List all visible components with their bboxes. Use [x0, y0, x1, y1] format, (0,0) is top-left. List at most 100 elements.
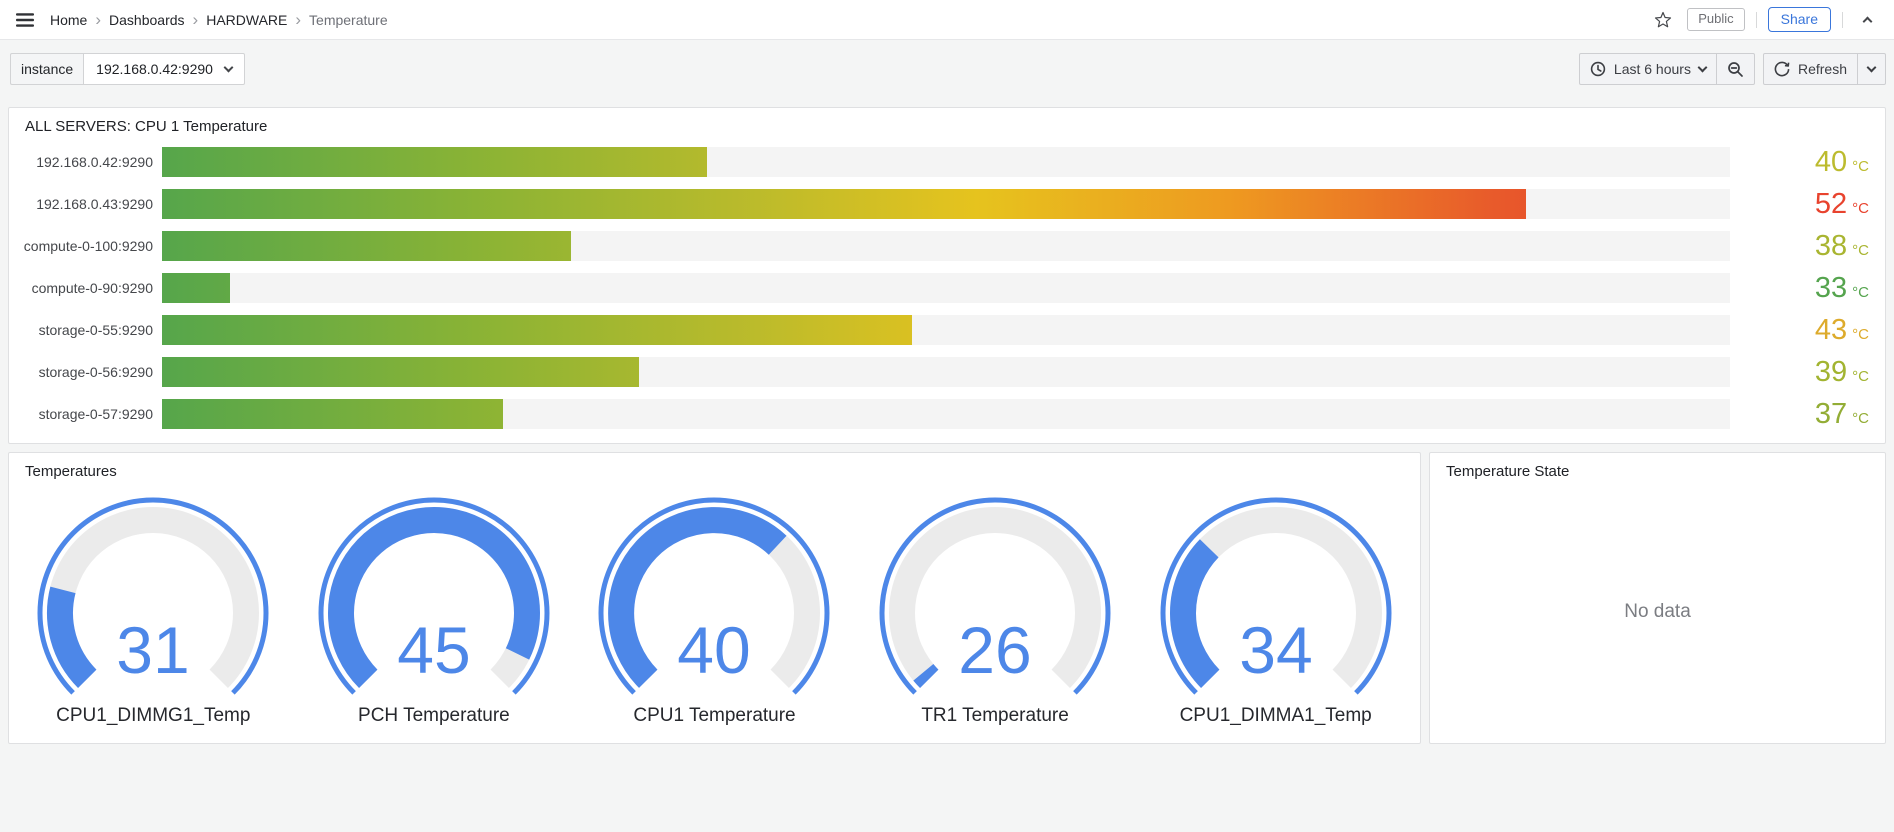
bar-track: [162, 231, 1730, 261]
chevron-up-icon: [1862, 16, 1872, 27]
nav-actions: Public Share: [1650, 7, 1880, 33]
dashboard-grid: ALL SERVERS: CPU 1 Temperature 192.168.0…: [0, 107, 1894, 744]
refresh-label: Refresh: [1797, 61, 1847, 77]
menu-icon[interactable]: [10, 5, 40, 35]
bar-fill: [162, 273, 231, 303]
panel-title[interactable]: ALL SERVERS: CPU 1 Temperature: [25, 118, 268, 135]
gauge-value: 34: [1239, 613, 1312, 687]
bar-row: storage-0-55:9290 43 °C: [17, 315, 1885, 345]
bar-value-unit: °C: [1852, 199, 1869, 217]
panel-header: ALL SERVERS: CPU 1 Temperature: [9, 108, 1885, 136]
instance-variable-dropdown[interactable]: instance 192.168.0.42:9290: [10, 53, 245, 85]
bar-value: 43 °C: [1730, 313, 1885, 346]
refresh-button[interactable]: Refresh: [1764, 54, 1857, 84]
bar-row-label: compute-0-90:9290: [31, 280, 153, 296]
bar-value: 39 °C: [1730, 357, 1885, 387]
bar-track: [162, 147, 1730, 177]
panel-header: Temperatures: [9, 453, 1420, 481]
gauge-value: 40: [678, 613, 751, 687]
variable-value-text: 192.168.0.42:9290: [96, 61, 213, 77]
gauge-row: 31 CPU1_DIMMG1_Temp 45 PCH Temperature 40 CPU…: [9, 481, 1420, 743]
gauge-label: CPU1_DIMMG1_Temp: [56, 705, 251, 726]
gauge-value: 45: [397, 613, 470, 687]
gauge-arc: 45: [318, 497, 550, 695]
bar-value: 37 °C: [1730, 397, 1885, 430]
breadcrumb-item-home[interactable]: Home: [50, 11, 88, 28]
bar-row: storage-0-56:9290 39 °C: [17, 357, 1885, 387]
bar-track: [162, 273, 1730, 303]
refresh-interval-dropdown[interactable]: [1858, 54, 1885, 84]
breadcrumb-item-dashboards[interactable]: Dashboards: [109, 11, 185, 28]
bar-value-unit: °C: [1852, 157, 1869, 175]
bar-value-unit: °C: [1852, 283, 1869, 301]
breadcrumb-separator: ›: [95, 10, 102, 29]
no-data-message: No data: [1624, 601, 1691, 622]
panel-title[interactable]: Temperature State: [1446, 463, 1570, 480]
chevron-down-icon: [1866, 62, 1877, 73]
collapse-topbar-button[interactable]: [1854, 7, 1880, 33]
gauge: 34 CPU1_DIMMA1_Temp: [1135, 497, 1416, 727]
breadcrumb-separator: ›: [192, 10, 199, 29]
bar-fill: [162, 315, 912, 345]
star-button[interactable]: [1650, 7, 1676, 33]
bar-row-label: 192.168.0.42:9290: [36, 154, 153, 170]
star-icon: [1655, 11, 1672, 27]
bar-row: 192.168.0.42:9290 40 °C: [17, 147, 1885, 177]
bar-value: 33 °C: [1730, 273, 1885, 303]
gauge-arc: 40: [598, 497, 830, 695]
public-badge[interactable]: Public: [1687, 8, 1745, 31]
bar-row-label: storage-0-56:9290: [38, 364, 153, 380]
bottom-panel-row: Temperatures 31 CPU1_DIMMG1_Temp 45 PCH Tem…: [8, 452, 1886, 744]
button-divider: [1715, 54, 1717, 84]
gauge: 31 CPU1_DIMMG1_Temp: [13, 497, 294, 727]
bar-value-unit: °C: [1852, 325, 1869, 343]
gauge: 40 CPU1 Temperature: [574, 497, 855, 727]
panel-header: Temperature State: [1430, 453, 1885, 481]
panel-cpu1-temperature: ALL SERVERS: CPU 1 Temperature 192.168.0…: [8, 107, 1886, 444]
breadcrumb-item-temperature: Temperature: [309, 11, 388, 28]
refresh-icon: [1774, 61, 1790, 77]
bar-track: [162, 315, 1730, 345]
panel-temperatures: Temperatures 31 CPU1_DIMMG1_Temp 45 PCH Tem…: [8, 452, 1421, 744]
bar-row-label: compute-0-100:9290: [23, 238, 153, 254]
bar-row-label: storage-0-57:9290: [38, 406, 153, 422]
refresh-controls: Refresh: [1762, 53, 1886, 85]
bar-row: compute-0-90:9290 33 °C: [17, 273, 1885, 303]
bar-value: 40 °C: [1730, 145, 1885, 178]
bar-fill: [162, 147, 708, 177]
bar-track: [162, 399, 1730, 429]
chevron-down-icon: [223, 62, 234, 73]
bar-fill: [162, 189, 1526, 219]
nav-divider: [1755, 11, 1757, 28]
variable-value[interactable]: 192.168.0.42:9290: [83, 53, 245, 85]
variable-label: instance: [10, 53, 84, 85]
dashboard-toolbar: instance 192.168.0.42:9290 Last 6 hours: [0, 40, 1894, 91]
gauge: 26 TR1 Temperature: [855, 497, 1136, 727]
gauge: 45 PCH Temperature: [294, 497, 575, 727]
bar-value-number: 43: [1814, 313, 1848, 346]
bar-track: [162, 357, 1730, 387]
breadcrumb-item-hardware[interactable]: HARDWARE: [206, 11, 288, 28]
bar-value-number: 40: [1814, 145, 1848, 178]
button-divider: [1857, 54, 1858, 84]
breadcrumb: Home › Dashboards › HARDWARE › Temperature: [50, 11, 388, 28]
bar-fill: [162, 399, 503, 429]
gauge-value: 31: [117, 613, 190, 687]
panel-title[interactable]: Temperatures: [25, 463, 117, 480]
nav-divider: [1842, 11, 1843, 28]
bar-value-number: 38: [1814, 229, 1848, 262]
hamburger-icon: [16, 12, 34, 27]
gauge-label: CPU1_DIMMA1_Temp: [1179, 705, 1372, 726]
bar-value-unit: °C: [1852, 367, 1869, 385]
time-range-picker[interactable]: Last 6 hours: [1580, 54, 1716, 84]
gauge-arc: 31: [37, 497, 269, 695]
bar-row: storage-0-57:9290 37 °C: [17, 399, 1885, 429]
bar-row-label: 192.168.0.43:9290: [36, 196, 153, 212]
share-button[interactable]: Share: [1767, 7, 1831, 32]
gauge-label: PCH Temperature: [358, 705, 510, 726]
bar-value-number: 37: [1814, 397, 1848, 430]
zoom-out-icon: [1728, 61, 1743, 77]
bar-track: [162, 189, 1730, 219]
time-controls: Last 6 hours: [1578, 53, 1755, 85]
zoom-out-time-button[interactable]: [1717, 54, 1754, 84]
